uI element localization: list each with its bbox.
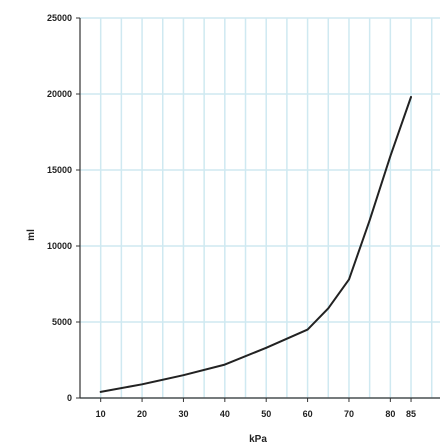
x-tick-label: 20 (137, 409, 147, 419)
x-axis-title: kPa (249, 434, 267, 445)
data-point (265, 347, 268, 349)
data-point (141, 383, 143, 386)
x-tick-label: 40 (220, 409, 230, 419)
grid (80, 17, 440, 399)
y-tick-label: 0 (67, 393, 72, 403)
y-tick-label: 10000 (47, 241, 72, 251)
y-tick-label: 5000 (52, 317, 72, 327)
y-tick-label: 25000 (47, 13, 72, 23)
y-axis-title: ml (26, 229, 37, 241)
data-point (368, 219, 371, 221)
data-point (348, 278, 350, 281)
y-axis-ticks: 0 5000 10000 15000 20000 25000 (47, 13, 80, 403)
data-point (224, 363, 226, 366)
x-tick-label: 85 (406, 409, 416, 419)
data-point (327, 307, 330, 310)
y-tick-label: 15000 (47, 165, 72, 175)
x-tick-label: 50 (261, 409, 271, 419)
series-line (99, 96, 412, 393)
series-layer (99, 96, 412, 393)
data-point (410, 96, 412, 98)
x-tick-label: 60 (303, 409, 313, 419)
axes (79, 18, 440, 399)
x-tick-label: 10 (96, 409, 106, 419)
data-point (389, 155, 392, 158)
x-tick-label: 80 (385, 409, 395, 419)
x-tick-label: 30 (178, 409, 188, 419)
data-point (99, 391, 102, 393)
x-tick-label: 70 (344, 409, 354, 419)
data-point (182, 374, 185, 377)
y-tick-label: 20000 (47, 89, 72, 99)
data-point (306, 328, 309, 331)
x-axis-ticks: 10 20 30 40 50 60 70 80 85 (96, 398, 416, 419)
